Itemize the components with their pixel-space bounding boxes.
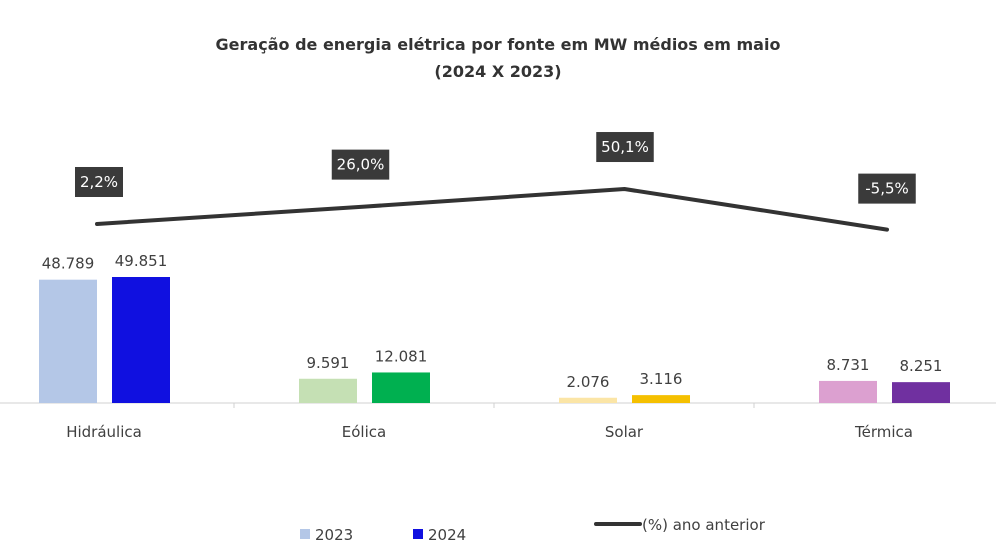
bar-2023-0	[39, 279, 97, 403]
bar-2023-1	[299, 378, 357, 403]
bar-2023-3	[819, 380, 877, 403]
data-label: 49.851	[115, 252, 168, 270]
data-label: 48.789	[42, 255, 95, 273]
legend-label-line: (%) ano anterior	[642, 516, 766, 534]
legend-swatch-2023	[300, 529, 310, 539]
bar-2024-2	[632, 395, 690, 403]
data-label: 3.116	[640, 370, 683, 388]
line-label-box	[331, 149, 390, 180]
chart-title: Geração de energia elétrica por fonte em…	[216, 35, 781, 54]
line-label: 26,0%	[337, 156, 385, 174]
category-label: Hidráulica	[66, 423, 142, 441]
bar-2024-3	[892, 382, 950, 403]
data-label: 2.076	[567, 373, 610, 391]
data-label: 12.081	[375, 347, 428, 365]
line-label-box	[596, 132, 654, 163]
data-label: 9.591	[307, 354, 350, 372]
line-label: -5,5%	[865, 180, 909, 198]
line-label: 50,1%	[601, 138, 649, 156]
category-label: Térmica	[854, 423, 913, 441]
bar-2024-1	[372, 372, 430, 403]
bar-2024-0	[112, 277, 170, 403]
legend-label-2023: 2023	[315, 526, 353, 544]
legend-label-2024: 2024	[428, 526, 466, 544]
bar-2023-2	[559, 397, 617, 403]
line-label-box	[75, 166, 123, 197]
line-label-box	[858, 173, 916, 204]
data-label: 8.731	[827, 356, 870, 374]
legend: 2023 2024 (%) ano anterior	[300, 516, 766, 544]
category-label: Eólica	[342, 423, 386, 441]
chart-subtitle: (2024 X 2023)	[434, 62, 561, 81]
data-label: 8.251	[900, 357, 943, 375]
legend-swatch-2024	[413, 529, 423, 539]
category-label: Solar	[605, 423, 644, 441]
line-series	[95, 187, 889, 232]
line-label: 2,2%	[80, 173, 118, 191]
